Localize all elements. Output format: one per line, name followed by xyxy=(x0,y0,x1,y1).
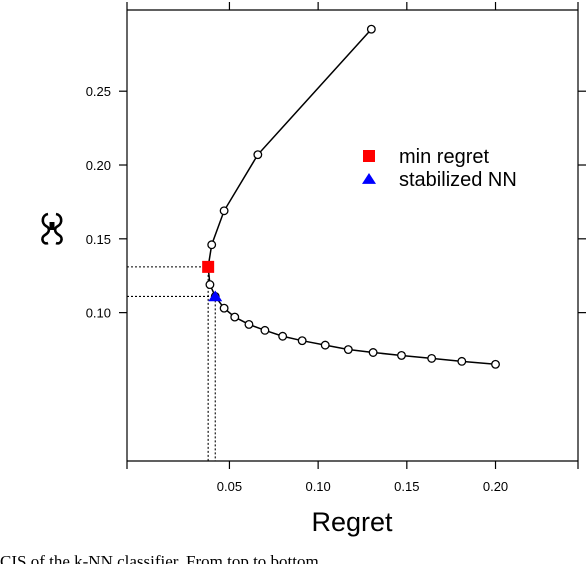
y-tick-label: 0.10 xyxy=(86,306,111,321)
data-point xyxy=(253,150,263,160)
legend-label: min regret xyxy=(399,146,489,168)
y-tick-label: 0.25 xyxy=(86,84,111,99)
x-tick-label: 0.15 xyxy=(394,479,419,494)
data-point xyxy=(230,312,240,322)
x-tick-label: 0.05 xyxy=(217,479,242,494)
data-point xyxy=(457,356,467,366)
series-curve xyxy=(203,24,500,369)
y-axis-symbol-stroke xyxy=(41,212,63,245)
data-point xyxy=(368,348,378,357)
data-point xyxy=(260,325,270,335)
x-axis-title: Regret xyxy=(311,507,393,537)
data-point xyxy=(427,353,437,363)
data-point xyxy=(278,331,288,341)
stabilized-nn-marker xyxy=(208,290,223,302)
legend-triangle-icon xyxy=(362,173,376,184)
highlight-markers xyxy=(202,260,223,302)
data-point xyxy=(207,240,217,250)
y-axis-symbol-bar xyxy=(49,222,55,230)
x-tick-label: 0.20 xyxy=(483,479,508,494)
y-axis-symbol xyxy=(41,212,63,245)
data-point xyxy=(205,280,215,290)
axis-ticks: 0.05 0.10 0.15 0.20 0.10 0.15 0.20 0.25 xyxy=(86,2,586,494)
plot-frame xyxy=(126,9,579,462)
y-tick-label: 0.15 xyxy=(86,232,111,247)
figure-caption: CIS of the k-NN classifier. From top to … xyxy=(0,552,319,564)
data-point xyxy=(320,340,330,350)
data-point xyxy=(397,350,406,360)
data-point xyxy=(219,206,229,216)
data-point xyxy=(297,336,307,346)
legend-square-icon xyxy=(363,150,375,162)
x-tick-label: 0.10 xyxy=(305,479,330,494)
data-point xyxy=(491,359,500,369)
data-point xyxy=(366,24,376,34)
min-regret-marker xyxy=(202,260,215,273)
series-line xyxy=(207,28,496,366)
y-tick-label: 0.20 xyxy=(86,158,111,173)
data-point xyxy=(244,319,254,329)
guide-lines xyxy=(127,266,216,461)
data-point xyxy=(219,303,229,313)
data-point xyxy=(343,345,353,354)
legend-label: stabilized NN xyxy=(399,169,517,191)
